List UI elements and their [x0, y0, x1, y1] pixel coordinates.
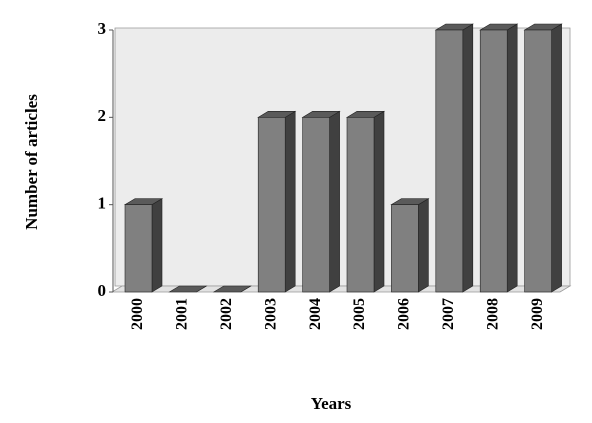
x-tick-label: 2005: [351, 298, 368, 330]
bar-side: [506, 23, 518, 293]
bar-side: [329, 110, 340, 293]
x-tick-label: 2009: [529, 298, 546, 330]
bar: [257, 117, 286, 293]
bar: [524, 29, 552, 293]
x-tick-label: 2001: [174, 298, 191, 330]
x-tick-label: 2007: [440, 298, 457, 330]
y-tick-label: 0: [98, 281, 107, 300]
x-axis-title: Years: [311, 394, 352, 413]
x-tick-label: 2002: [218, 298, 235, 330]
bar-side: [373, 110, 385, 293]
bar: [391, 204, 419, 293]
bar-side: [151, 198, 163, 293]
bar-side: [551, 23, 562, 293]
bar-top: [212, 285, 252, 293]
bar-side: [418, 198, 429, 293]
x-tick-label: 2003: [262, 298, 279, 330]
bar: [302, 117, 330, 293]
x-tick-label: 2004: [307, 298, 324, 330]
bar: [124, 204, 153, 293]
y-axis-title: Number of articles: [22, 94, 41, 230]
bar-side: [284, 110, 296, 293]
bar-side: [462, 23, 474, 293]
bar: [479, 29, 508, 293]
x-tick-label: 2000: [129, 298, 146, 330]
bar: [346, 117, 375, 293]
bar: [435, 29, 464, 293]
y-tick-label: 1: [98, 194, 107, 213]
x-tick-label: 2008: [484, 298, 501, 330]
x-tick-label: 2006: [396, 298, 413, 330]
bar-top: [168, 285, 208, 293]
y-tick-label: 3: [98, 19, 107, 38]
y-tick-label: 2: [98, 106, 107, 125]
